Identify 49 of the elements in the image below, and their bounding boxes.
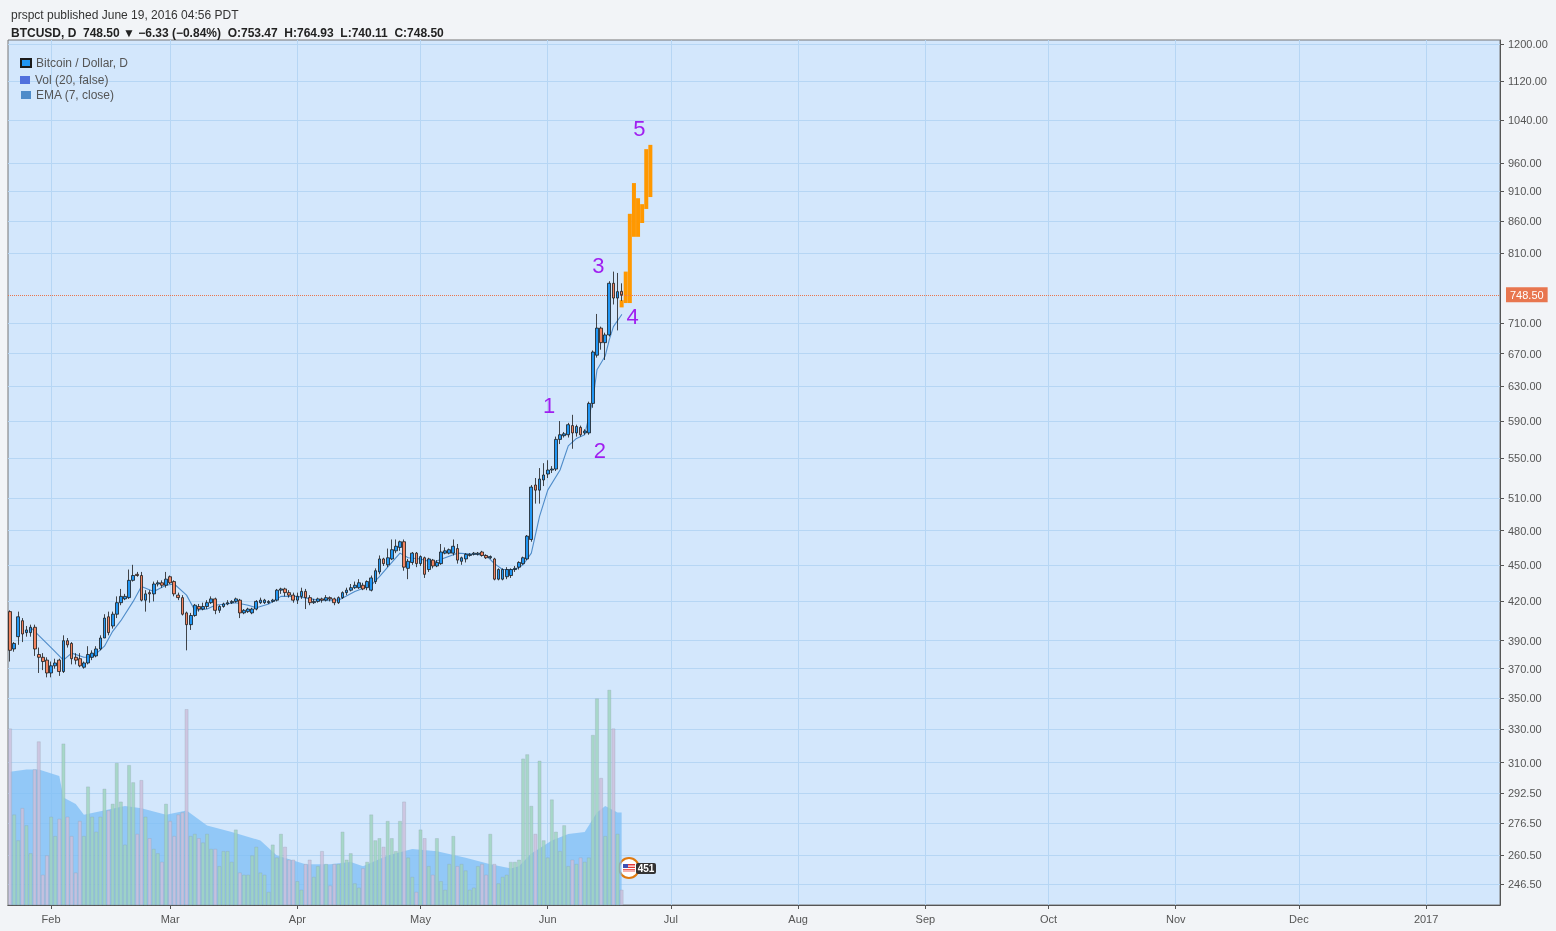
text: Vol (20, false) — [35, 73, 109, 87]
y-tick-label: 480.00 — [1508, 524, 1542, 537]
y-tick-label: 860.00 — [1508, 215, 1542, 228]
annotation: 4 — [626, 304, 639, 330]
annotation: 2 — [593, 438, 606, 464]
legend-label: EMA (7, close) — [36, 88, 115, 102]
ref-line-label: 748.50 — [1510, 288, 1544, 301]
y-tick-label: 330.00 — [1508, 723, 1542, 736]
x-tick-label: Mar — [160, 912, 180, 925]
chart-subtitle: prspct published June 19, 2016 04:56 PDT — [11, 8, 240, 22]
annotation: 5 — [633, 116, 646, 142]
y-tick-label: 350.00 — [1508, 692, 1542, 705]
x-tick-label: Feb — [41, 912, 61, 925]
y-tick-label: 450.00 — [1508, 558, 1542, 571]
y-tick-label: 370.00 — [1508, 662, 1542, 675]
y-tick-label: 910.00 — [1508, 185, 1542, 198]
y-tick-label: 260.50 — [1508, 848, 1542, 861]
y-tick-label: 710.00 — [1508, 316, 1542, 329]
y-tick-label: 630.00 — [1508, 380, 1542, 393]
y-tick-label: 276.50 — [1508, 817, 1542, 830]
annotation: 3 — [592, 252, 605, 278]
y-tick-label: 390.00 — [1508, 634, 1542, 647]
y-tick-label: 810.00 — [1508, 246, 1542, 259]
y-tick-label: 1200.00 — [1508, 38, 1548, 51]
y-tick-label: 670.00 — [1508, 347, 1542, 360]
x-tick-label: Sep — [915, 912, 936, 925]
chart-title: BTCUSD, D 748.50 ▼ −6.33 (−0.84%) O:753.47 H:764.93 L:740.11 C:748.50 — [11, 26, 445, 40]
annotation: 1 — [542, 392, 556, 418]
annotation: 451 — [635, 862, 657, 874]
y-tick-label: 246.50 — [1508, 878, 1542, 891]
x-tick-label: 2017 — [1413, 912, 1439, 925]
y-tick-label: 960.00 — [1508, 156, 1542, 169]
x-tick-label: Apr — [288, 912, 307, 925]
y-tick-label: 1120.00 — [1508, 75, 1547, 88]
x-tick-label: Jun — [538, 912, 557, 925]
x-tick-label: Oct — [1039, 912, 1058, 925]
legend-label: Bitcoin / Dollar, D — [36, 56, 129, 70]
x-tick-label: Dec — [1289, 912, 1310, 925]
x-tick-label: May — [410, 912, 432, 925]
x-tick-label: Aug — [788, 912, 808, 925]
y-tick-label: 1040.00 — [1508, 114, 1548, 127]
y-tick-label: 550.00 — [1508, 452, 1542, 465]
y-tick-label: 510.00 — [1508, 492, 1542, 505]
y-tick-label: 292.50 — [1508, 787, 1542, 800]
x-tick-label: Nov — [1165, 912, 1187, 925]
y-tick-label: 310.00 — [1508, 756, 1542, 769]
y-tick-label: 590.00 — [1508, 415, 1542, 428]
x-tick-label: Jul — [663, 912, 678, 925]
y-tick-label: 420.00 — [1508, 595, 1542, 608]
